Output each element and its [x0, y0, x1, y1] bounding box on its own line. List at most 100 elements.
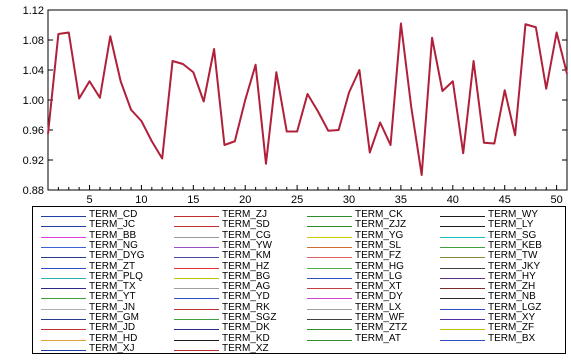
legend-label: TERM_KEB	[488, 239, 542, 251]
legend-label: TERM_YT	[89, 291, 136, 303]
legend-swatch	[307, 257, 352, 259]
legend-label: TERM_SG	[488, 229, 537, 241]
legend-label: TERM_NB	[488, 291, 536, 303]
x-tick-label: 10	[135, 194, 147, 206]
legend-swatch	[440, 257, 485, 259]
legend-label: TERM_TX	[89, 281, 136, 293]
legend-swatch	[307, 267, 352, 269]
legend-label: TERM_GM	[89, 312, 139, 323]
legend-swatch	[41, 319, 86, 320]
series-line	[47, 22, 568, 176]
legend-label: TERM_PLQ	[89, 270, 143, 282]
legend-swatch	[174, 216, 219, 217]
legend-swatch	[440, 339, 485, 341]
legend-swatch	[41, 257, 86, 259]
legend-swatch	[174, 246, 219, 248]
legend-swatch	[41, 246, 86, 248]
legend-label: TERM_NG	[89, 239, 138, 251]
legend-swatch	[440, 226, 485, 228]
y-tick-label: 1.12	[23, 5, 44, 17]
legend-label: TERM_XY	[488, 312, 536, 323]
legend-swatch	[41, 329, 86, 331]
legend-label: TERM_YD	[222, 291, 270, 303]
legend-label: TERM_SD	[222, 219, 270, 231]
legend-swatch	[174, 349, 219, 351]
legend-swatch	[174, 288, 219, 290]
x-tick-label: 15	[187, 194, 199, 206]
y-tick-label: 0.92	[23, 155, 44, 167]
legend-swatch	[174, 267, 219, 269]
legend-label: TERM_ZJZ	[355, 219, 407, 231]
legend-label: TERM_JC	[89, 219, 136, 231]
legend-swatch	[41, 308, 86, 310]
legend-swatch	[41, 226, 86, 228]
legend-label: TERM_ZH	[488, 281, 536, 293]
x-tick-label: 20	[239, 194, 251, 206]
legend-label: TERM_HD	[89, 332, 138, 344]
legend-label: TERM_CK	[355, 209, 403, 220]
legend-swatch	[307, 288, 352, 290]
plot-frame	[47, 9, 568, 191]
legend-label: TERM_SL	[355, 239, 402, 251]
legend-swatch	[307, 277, 352, 279]
legend-swatch	[440, 267, 485, 269]
legend-label: TERM_LY	[488, 219, 534, 231]
legend-swatch	[307, 226, 352, 228]
legend-label: TERM_BB	[89, 229, 137, 241]
legend-swatch	[41, 236, 86, 238]
y-tick-label: 1.08	[23, 35, 44, 47]
legend-swatch	[41, 349, 86, 351]
legend-swatch	[41, 288, 86, 290]
legend-swatch	[440, 288, 485, 290]
legend-swatch	[440, 277, 485, 279]
legend-label: TERM_ZJ	[222, 209, 267, 220]
legend-label: TERM_KM	[222, 250, 271, 262]
y-tick-label: 1.04	[23, 65, 44, 77]
legend-swatch	[307, 216, 352, 217]
legend-swatch	[440, 246, 485, 248]
legend: TERM_CD TERM_ZJ TERM_CK TERM_WY TERM_JC TERM_…	[32, 206, 566, 354]
x-tick-label: 45	[499, 194, 511, 206]
x-tick-label: 5	[86, 194, 92, 206]
legend-label: TERM_XT	[355, 281, 402, 293]
legend-label: TERM_HY	[488, 270, 536, 282]
legend-label: TERM_ZTZ	[355, 322, 408, 334]
legend-label: TERM_KD	[222, 332, 270, 344]
y-tick-label: 1.00	[23, 95, 44, 107]
legend-label: TERM_AT	[355, 332, 401, 344]
legend-label: TERM_DY	[355, 291, 403, 303]
legend-swatch	[41, 339, 86, 341]
legend-label: TERM_FZ	[355, 250, 402, 262]
legend-label: TERM_CG	[222, 229, 271, 241]
legend-label: TERM_JD	[89, 322, 136, 334]
legend-label: TERM_DYG	[89, 250, 145, 262]
legend-label: TERM_HG	[355, 260, 404, 272]
legend-label: TERM_LG	[355, 270, 403, 282]
legend-swatch	[174, 298, 219, 300]
legend-label: TERM_WF	[355, 312, 405, 323]
legend-label: TERM_JKY	[488, 260, 541, 272]
x-tick-label: 50	[550, 194, 562, 206]
x-tick-label: 25	[291, 194, 303, 206]
legend-label: TERM_LGZ	[488, 301, 542, 313]
legend-label: TERM_DK	[222, 322, 270, 334]
legend-swatch	[440, 319, 485, 320]
y-axis: 0.88 0.92 0.96 1.00 1.04 1.08 1.12	[23, 5, 567, 197]
legend-swatch	[41, 216, 86, 217]
legend-swatch	[174, 236, 219, 238]
legend-swatch	[174, 329, 219, 331]
legend-label: TERM_WY	[488, 209, 538, 220]
legend-swatch	[307, 329, 352, 331]
legend-label: TERM_ZT	[89, 260, 136, 272]
legend-swatch	[307, 319, 352, 320]
x-tick-label: 40	[447, 194, 459, 206]
legend-label: TERM_AG	[222, 281, 271, 293]
legend-label: TERM_SGZ	[222, 312, 277, 323]
legend-swatch	[307, 308, 352, 310]
legend-swatch	[174, 308, 219, 310]
legend-swatch	[440, 216, 485, 217]
legend-swatch	[440, 308, 485, 310]
legend-label: TERM_ZF	[488, 322, 535, 334]
legend-swatch	[307, 246, 352, 248]
series-layer	[47, 22, 568, 176]
